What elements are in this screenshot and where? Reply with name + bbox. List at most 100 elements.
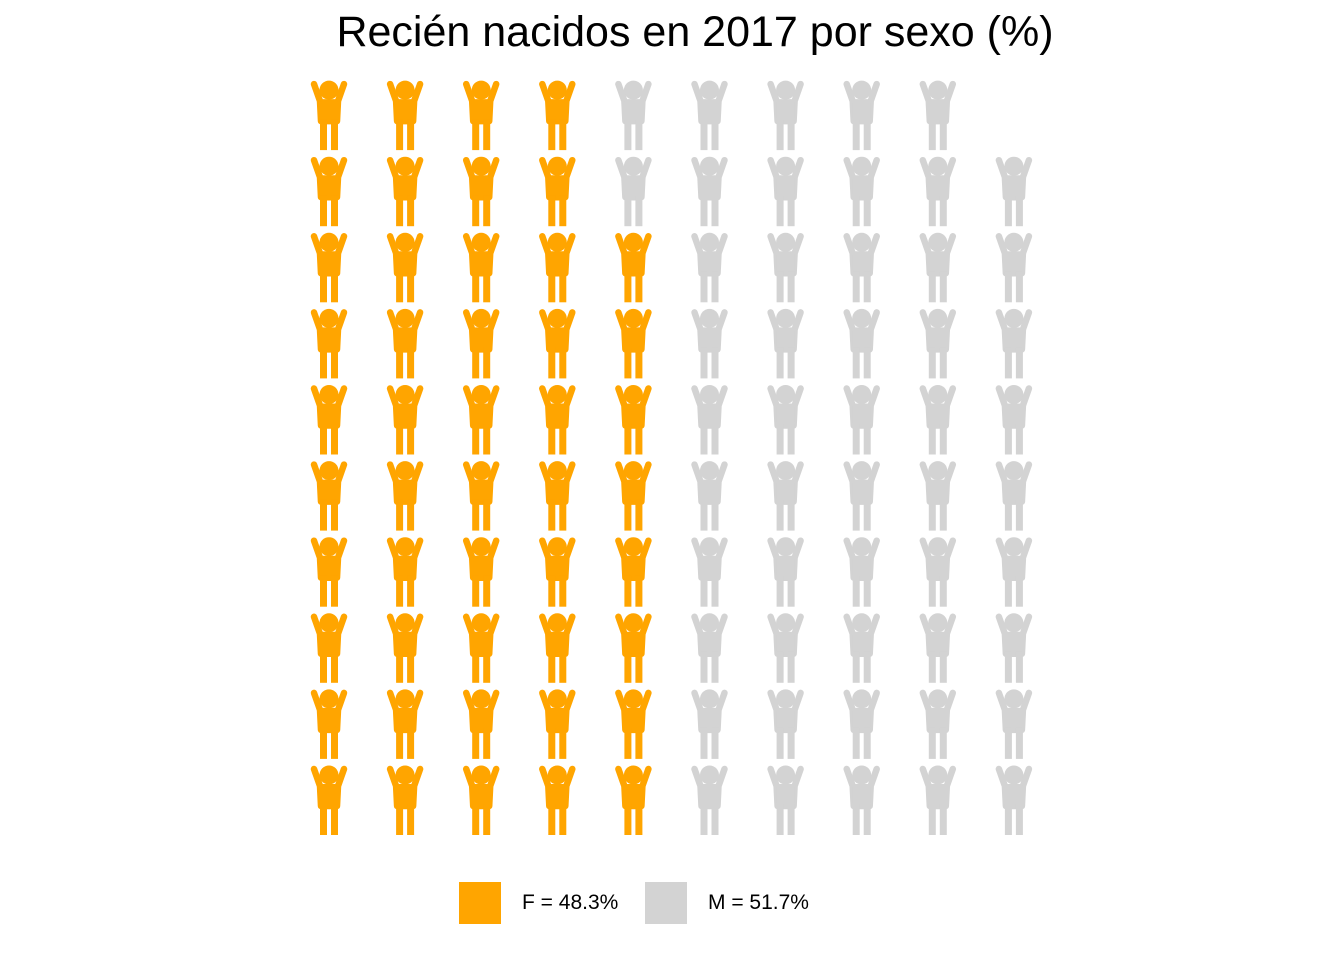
child-icon-f — [542, 537, 572, 607]
legend-swatch-f — [459, 882, 501, 924]
child-icon-m — [771, 689, 801, 759]
child-icon-f — [618, 461, 648, 530]
child-icon-f — [390, 689, 420, 759]
child-icon-m — [923, 537, 953, 607]
child-icon-m — [695, 81, 725, 151]
child-icon-m — [923, 81, 953, 151]
child-icon-f — [542, 309, 572, 379]
child-icon-m — [923, 461, 953, 530]
child-icon-f — [542, 233, 572, 303]
child-icon-f — [390, 157, 420, 227]
child-icon-m — [695, 309, 725, 379]
child-icon-m — [847, 81, 877, 151]
child-icon-f — [542, 81, 572, 151]
child-icon-f — [466, 689, 496, 759]
child-icon-m — [999, 537, 1029, 607]
child-icon-f — [466, 537, 496, 607]
child-icon-m — [771, 385, 801, 455]
child-icon-f — [466, 157, 496, 227]
legend-swatch-m — [645, 882, 687, 924]
child-icon-f — [618, 309, 648, 379]
child-icon-f — [618, 385, 648, 455]
legend-item-m: M = 51.7% — [645, 882, 809, 924]
child-icon-m — [999, 613, 1029, 683]
child-icon-f — [390, 233, 420, 303]
child-icon-m — [771, 157, 801, 227]
child-icon-m — [847, 613, 877, 683]
child-icon-f — [466, 613, 496, 683]
child-icon-f — [466, 233, 496, 303]
child-icon-m — [695, 613, 725, 683]
child-icon-m — [695, 689, 725, 759]
child-icon-m — [771, 613, 801, 683]
child-icon-f — [390, 766, 420, 836]
child-icon-m — [847, 309, 877, 379]
child-icon-f — [314, 689, 344, 759]
child-icon-m — [695, 461, 725, 530]
child-icon-f — [542, 461, 572, 530]
child-icon-m — [771, 81, 801, 151]
child-icon-f — [314, 613, 344, 683]
child-icon-m — [999, 157, 1029, 227]
child-icon-f — [390, 461, 420, 530]
child-icon-f — [466, 766, 496, 836]
child-icon-m — [923, 613, 953, 683]
child-icon-m — [771, 537, 801, 607]
child-icon-f — [618, 537, 648, 607]
child-icon-m — [923, 233, 953, 303]
child-icon-m — [695, 233, 725, 303]
child-icon-m — [771, 233, 801, 303]
child-icon-f — [542, 157, 572, 227]
child-icon-m — [618, 81, 648, 151]
child-icon-f — [390, 309, 420, 379]
child-icon-m — [847, 233, 877, 303]
child-icon-m — [695, 537, 725, 607]
child-icon-m — [923, 157, 953, 227]
child-icon-m — [923, 766, 953, 836]
child-icon-f — [466, 81, 496, 151]
child-icon-m — [847, 461, 877, 530]
child-icon-m — [923, 689, 953, 759]
child-icon-f — [618, 613, 648, 683]
child-icon-f — [542, 385, 572, 455]
legend-item-f: F = 48.3% — [459, 882, 618, 924]
child-icon-f — [618, 689, 648, 759]
child-icon-f — [390, 613, 420, 683]
child-icon-f — [618, 233, 648, 303]
child-icon-m — [999, 233, 1029, 303]
child-icon-m — [999, 461, 1029, 530]
child-icon-m — [847, 385, 877, 455]
child-icon-f — [466, 309, 496, 379]
child-icon-f — [390, 385, 420, 455]
child-icon-f — [314, 233, 344, 303]
child-icon-m — [618, 157, 648, 227]
child-icon-f — [466, 461, 496, 530]
child-icon-f — [314, 385, 344, 455]
pictogram-grid — [0, 0, 1344, 860]
child-icon-m — [771, 309, 801, 379]
child-icon-f — [390, 537, 420, 607]
child-icon-m — [847, 157, 877, 227]
child-icon-f — [314, 766, 344, 836]
child-icon-f — [314, 157, 344, 227]
child-icon-f — [466, 385, 496, 455]
child-icon-m — [999, 385, 1029, 455]
child-icon-f — [542, 689, 572, 759]
child-icon-f — [618, 766, 648, 836]
child-icon-f — [314, 537, 344, 607]
child-icon-m — [999, 689, 1029, 759]
child-icon-f — [314, 81, 344, 151]
child-icon-m — [999, 309, 1029, 379]
child-icon-f — [542, 766, 572, 836]
child-icon-f — [390, 81, 420, 151]
child-icon-m — [923, 309, 953, 379]
chart-title: Recién nacidos en 2017 por sexo (%) — [336, 8, 1054, 56]
child-icon-m — [695, 385, 725, 455]
legend-label-m: M = 51.7% — [708, 891, 809, 914]
child-icon-f — [314, 461, 344, 530]
child-icon-m — [771, 766, 801, 836]
child-icon-m — [695, 766, 725, 836]
child-icon-m — [771, 461, 801, 530]
child-icon-m — [847, 689, 877, 759]
child-icon-m — [847, 537, 877, 607]
